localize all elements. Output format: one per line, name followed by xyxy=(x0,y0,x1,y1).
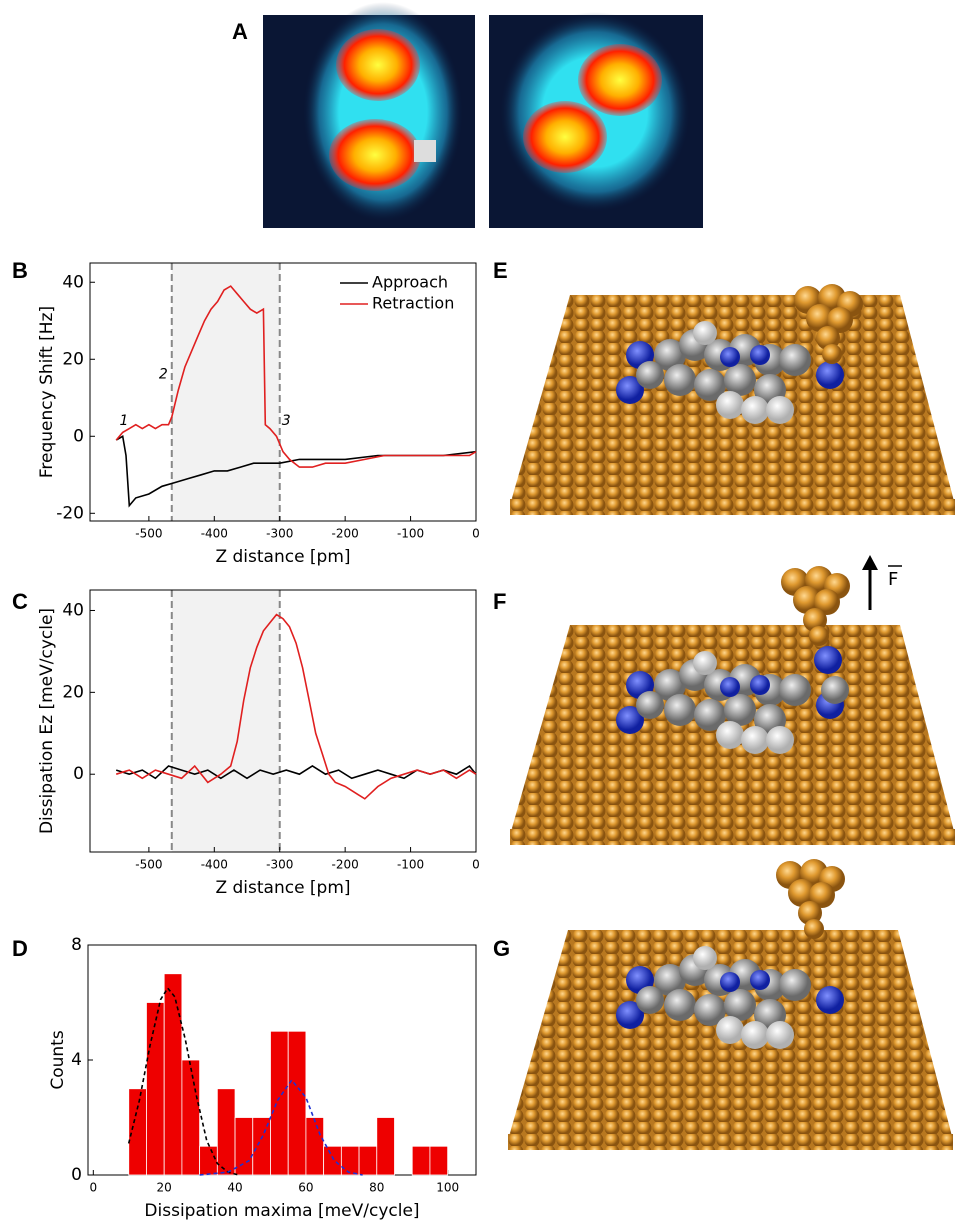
figure: A E F F G B-500-400-300-200-1000-2002040… xyxy=(0,0,959,1221)
bar xyxy=(324,1146,342,1175)
legend-label: Retraction xyxy=(372,294,454,313)
bar xyxy=(200,1146,218,1175)
panel-label: A xyxy=(232,19,248,44)
y-tick-label: 20 xyxy=(62,349,84,369)
bar xyxy=(270,1031,288,1175)
plot-frame xyxy=(90,590,476,852)
bar xyxy=(288,1031,306,1175)
bar xyxy=(182,1060,200,1175)
x-tick-label: -100 xyxy=(397,527,424,541)
y-tick-label: 20 xyxy=(62,682,84,702)
y-axis-label: Dissipation Ez [meV/cycle] xyxy=(37,608,57,834)
bar xyxy=(359,1146,377,1175)
y-tick-label: 0 xyxy=(73,764,84,784)
bar xyxy=(129,1089,147,1175)
model-g xyxy=(508,859,953,1150)
y-tick-label: 8 xyxy=(71,935,82,955)
y-tick-label: 40 xyxy=(62,272,84,292)
data-line xyxy=(116,286,476,467)
x-tick-label: 20 xyxy=(157,1181,172,1195)
y-axis-label: Frequency Shift [Hz] xyxy=(37,306,57,478)
panel-label: G xyxy=(493,936,510,961)
x-tick-label: -300 xyxy=(266,527,293,541)
y-tick-label: -20 xyxy=(56,503,84,523)
bar xyxy=(306,1118,324,1176)
shaded-region xyxy=(172,263,280,521)
model-e xyxy=(510,284,955,515)
y-tick-label: 0 xyxy=(71,1165,82,1185)
x-tick-label: -300 xyxy=(266,858,293,872)
x-axis-label: Dissipation maxima [meV/cycle] xyxy=(144,1201,419,1221)
legend-label: Approach xyxy=(372,273,448,292)
panel-label: F xyxy=(493,589,506,614)
y-tick-label: 40 xyxy=(62,600,84,620)
x-axis-label: Z distance [pm] xyxy=(215,878,350,898)
bar xyxy=(341,1146,359,1175)
force-label: F xyxy=(888,569,898,590)
x-tick-label: -100 xyxy=(397,858,424,872)
y-tick-label: 0 xyxy=(73,426,84,446)
bar xyxy=(235,1118,253,1176)
x-tick-label: 0 xyxy=(472,527,480,541)
x-tick-label: 40 xyxy=(227,1181,242,1195)
panel-label: B xyxy=(12,258,28,283)
x-tick-label: 0 xyxy=(89,1181,97,1195)
y-axis-label: Counts xyxy=(48,1030,68,1089)
model-f xyxy=(510,555,955,845)
x-tick-label: 100 xyxy=(436,1181,459,1195)
data-line xyxy=(116,615,476,799)
annotation: 1 xyxy=(120,413,129,429)
x-tick-label: -400 xyxy=(201,858,228,872)
x-tick-label: -400 xyxy=(201,527,228,541)
bar xyxy=(164,974,182,1175)
x-tick-label: 60 xyxy=(298,1181,313,1195)
x-tick-label: 0 xyxy=(472,858,480,872)
x-tick-label: -500 xyxy=(135,527,162,541)
bar xyxy=(377,1118,395,1176)
x-tick-label: -200 xyxy=(332,858,359,872)
annotation: 3 xyxy=(282,413,291,429)
annotation: 2 xyxy=(159,367,168,383)
bar xyxy=(146,1003,164,1176)
panel-label: E xyxy=(493,258,508,283)
x-tick-label: 80 xyxy=(369,1181,384,1195)
x-axis-label: Z distance [pm] xyxy=(215,547,350,567)
panel-label: C xyxy=(12,589,28,614)
y-tick-label: 4 xyxy=(71,1050,82,1070)
bar xyxy=(412,1146,430,1175)
bar xyxy=(430,1146,448,1175)
data-line xyxy=(116,436,476,505)
shaded-region xyxy=(172,590,280,852)
x-tick-label: -200 xyxy=(332,527,359,541)
bar xyxy=(217,1089,235,1175)
x-tick-label: -500 xyxy=(135,858,162,872)
stm-image xyxy=(263,2,703,228)
panel-label: D xyxy=(12,936,28,961)
